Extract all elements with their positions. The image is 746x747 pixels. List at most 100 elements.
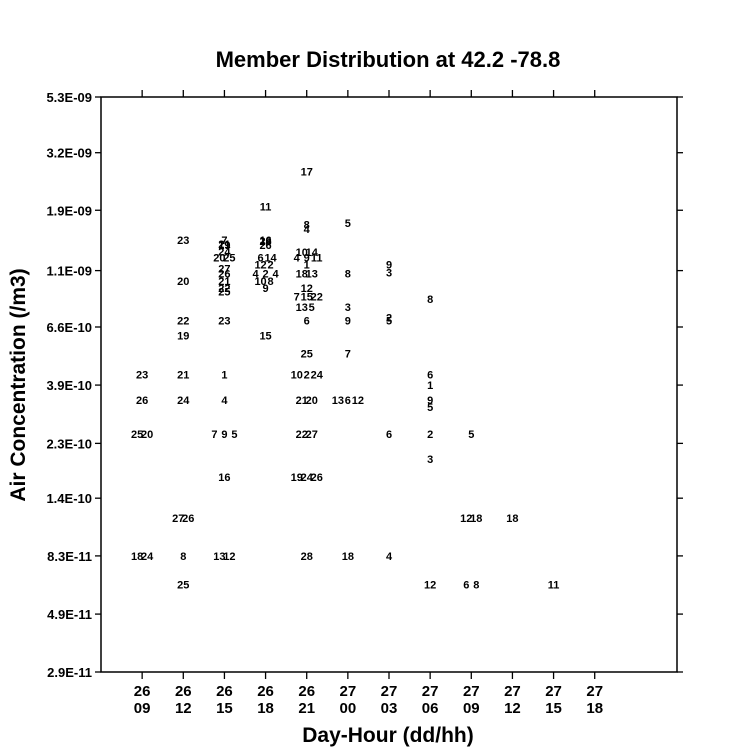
data-point-member-label: 8: [180, 551, 186, 563]
x-tick-hour-label: 09: [463, 700, 480, 717]
data-point-member-label: 24: [301, 472, 314, 484]
data-point-member-label: 20: [213, 252, 225, 264]
data-point-member-label: 9: [345, 315, 351, 327]
data-point-member-label: 9: [386, 260, 392, 272]
x-tick-hour-label: 21: [298, 700, 315, 717]
data-point-member-label: 25: [223, 252, 235, 264]
data-point-member-label: 12: [254, 260, 266, 272]
data-point-member-label: 1: [427, 380, 433, 392]
data-point-member-label: 8: [345, 269, 351, 281]
data-point-member-label: 3: [345, 302, 351, 314]
data-point-member-label: 13: [213, 551, 225, 563]
data-point-member-label: 18: [342, 551, 354, 563]
data-point-member-label: 9: [221, 429, 227, 441]
data-point-member-label: 1: [304, 260, 310, 272]
x-tick-day-label: 26: [298, 683, 315, 700]
x-tick-day-label: 27: [586, 683, 603, 700]
data-point-member-label: 25: [177, 580, 189, 592]
data-point-member-label: 24: [177, 395, 190, 407]
x-tick-day-label: 27: [381, 683, 398, 700]
data-point-member-label: 22: [177, 315, 189, 327]
data-point-member-label: 26: [259, 240, 271, 252]
data-point-member-label: 21: [177, 369, 189, 381]
x-tick-day-label: 26: [134, 683, 151, 700]
data-point-member-label: 28: [259, 236, 271, 248]
data-point-member-label: 8: [304, 220, 310, 232]
data-point-member-label: 26: [182, 513, 194, 525]
x-tick-day-label: 27: [422, 683, 439, 700]
y-tick-label: 1.4E-10: [46, 491, 92, 506]
data-point-member-label: 3: [427, 454, 433, 466]
data-point-member-label: 6: [463, 580, 469, 592]
x-tick-hour-label: 03: [381, 700, 398, 717]
y-tick-label: 1.9E-09: [46, 203, 92, 218]
x-axis-ticks: 2609261226152618262127002703270627092712…: [134, 90, 603, 717]
data-point-member-label: 5: [309, 302, 315, 314]
data-point-member-label: 2: [386, 312, 392, 324]
data-point-member-label: 23: [177, 235, 189, 247]
x-tick-day-label: 27: [504, 683, 521, 700]
data-point-member-label: 11: [311, 252, 323, 264]
data-point-member-label: 21: [218, 276, 230, 288]
data-point-member-label: 8: [473, 580, 479, 592]
x-tick-day-label: 26: [257, 683, 274, 700]
data-point-member-label: 17: [301, 166, 313, 178]
x-tick-hour-label: 18: [257, 700, 274, 717]
data-point-member-label: 18: [506, 513, 518, 525]
data-point-member-label: 12: [301, 283, 313, 295]
data-point-member-label: 20: [177, 276, 189, 288]
data-point-member-label: 26: [218, 269, 230, 281]
data-point-member-label: 16: [259, 235, 271, 247]
data-point-member-label: 12: [223, 551, 235, 563]
x-tick-day-label: 26: [216, 683, 233, 700]
data-point-member-label: 2: [263, 269, 269, 281]
x-tick-hour-label: 09: [134, 700, 151, 717]
y-tick-label: 5.3E-09: [46, 90, 92, 105]
x-tick-hour-label: 15: [545, 700, 562, 717]
data-point-member-label: 24: [141, 551, 154, 563]
data-point-member-label: 5: [345, 218, 351, 230]
data-point-member-label: 4: [221, 395, 228, 407]
data-point-member-label: 22: [218, 283, 230, 295]
data-point-member-label: 25: [131, 429, 143, 441]
data-point-member-label: 21: [296, 395, 308, 407]
y-tick-label: 4.9E-11: [47, 607, 92, 622]
data-point-member-label: 26: [136, 395, 148, 407]
data-point-member-label: 13: [296, 302, 308, 314]
data-point-member-label: 6: [304, 315, 310, 327]
data-point-member-label: 18: [131, 551, 143, 563]
data-point-member-label: 20: [306, 395, 318, 407]
data-point-member-label: 14: [264, 252, 277, 264]
data-point-member-label: 22: [311, 291, 323, 303]
data-point-member-label: 13: [306, 269, 318, 281]
data-point-member-label: 7: [211, 429, 217, 441]
data-point-member-label: 4: [294, 252, 301, 264]
data-point-member-label: 12: [424, 580, 436, 592]
data-point-member-label: 3: [386, 268, 392, 280]
data-point-member-label: 13: [332, 395, 344, 407]
data-point-member-label: 7: [221, 235, 227, 247]
x-tick-day-label: 27: [463, 683, 480, 700]
data-point-member-label: 10: [254, 276, 266, 288]
data-point-member-label: 12: [460, 513, 472, 525]
data-point-member-label: 6: [258, 252, 264, 264]
data-point-member-label: 9: [263, 283, 269, 295]
data-point-member-label: 6: [427, 369, 433, 381]
data-point-member-label: 27: [306, 429, 318, 441]
y-tick-label: 2.9E-11: [47, 665, 92, 680]
data-point-member-label: 27: [172, 513, 184, 525]
data-point-member-label: 25: [218, 287, 230, 299]
data-point-member-label: 15: [259, 331, 271, 343]
data-point-member-label: 8: [268, 276, 274, 288]
data-point-member-label: 11: [548, 580, 560, 592]
data-point-member-label: 16: [218, 472, 230, 484]
chart-title: Member Distribution at 42.2 -78.8: [216, 47, 561, 72]
x-tick-hour-label: 12: [504, 700, 521, 717]
data-point-member-label: 8: [427, 294, 433, 306]
data-point-member-label: 23: [136, 369, 148, 381]
data-point-member-label: 2: [427, 429, 433, 441]
data-point-member-label: 26: [311, 472, 323, 484]
data-point-member-label: 4: [253, 269, 260, 281]
